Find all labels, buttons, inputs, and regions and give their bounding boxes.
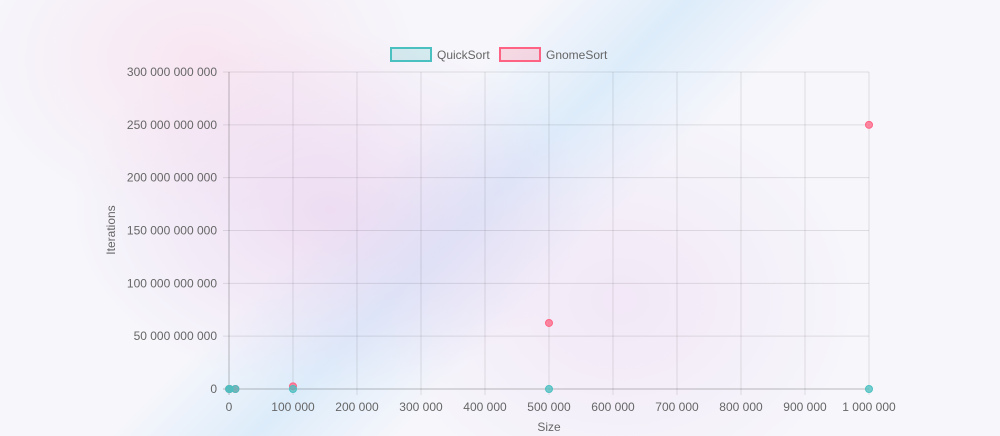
y-tick-label: 0: [210, 382, 217, 396]
x-tick-label: 400 000: [463, 400, 507, 414]
x-axis-title: Size: [537, 420, 561, 434]
legend-swatch-gnomesort: [499, 47, 541, 62]
x-tick-label: 600 000: [591, 400, 635, 414]
data-point-quicksort: [289, 385, 297, 393]
x-tick-label: 900 000: [783, 400, 827, 414]
grid: [223, 71, 870, 395]
data-point-gnomesort: [545, 318, 553, 327]
data-point-quicksort: [545, 385, 553, 393]
data-point-quicksort: [231, 385, 240, 393]
x-tick-label: 500 000: [527, 400, 571, 414]
x-tick-label: 300 000: [399, 400, 443, 414]
x-tick-label: 200 000: [335, 400, 379, 414]
legend-item-gnomesort[interactable]: GnomeSort: [499, 47, 608, 62]
x-tick-label: 700 000: [655, 400, 699, 414]
legend-item-quicksort[interactable]: QuickSort: [390, 47, 490, 62]
legend-swatch-quicksort: [390, 47, 432, 62]
y-tick-label: 300 000 000 000: [127, 65, 217, 79]
x-tick-label: 1 000 000: [842, 400, 896, 414]
legend: QuickSort GnomeSort: [390, 47, 608, 62]
x-tick-label: 100 000: [271, 400, 315, 414]
y-tick-label: 150 000 000 000: [127, 224, 217, 238]
data-point-quicksort: [865, 385, 873, 393]
data-point-gnomesort: [865, 120, 873, 129]
y-tick-label: 200 000 000 000: [127, 171, 217, 185]
y-tick-label: 50 000 000 000: [134, 329, 218, 343]
x-tick-label: 0: [226, 400, 233, 414]
y-tick-label: 250 000 000 000: [127, 118, 217, 132]
legend-label-quicksort: QuickSort: [437, 48, 490, 62]
data-points: [225, 120, 873, 393]
y-tick-label: 100 000 000 000: [127, 276, 217, 290]
axes: 0 100 000 200 000 300 000 400 000 500 000 600 …: [127, 65, 896, 414]
x-tick-label: 800 000: [719, 400, 763, 414]
legend-label-gnomesort: GnomeSort: [546, 48, 608, 62]
y-axis-title: Iterations: [104, 205, 118, 254]
